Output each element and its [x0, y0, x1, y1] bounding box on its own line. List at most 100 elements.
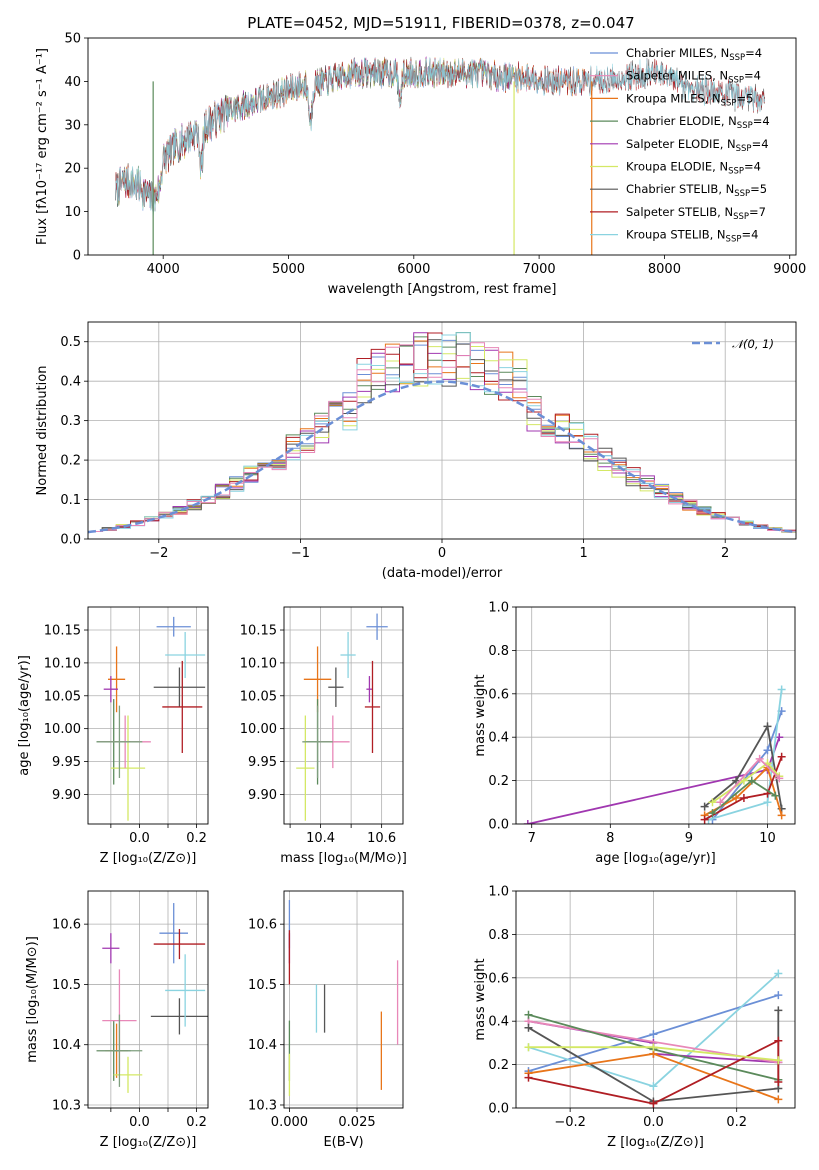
- data-point: [96, 1014, 143, 1087]
- legend-suffix: =4: [745, 46, 762, 60]
- data-point: [153, 928, 206, 960]
- panel-age-vs-Z: 0.0 0.2 9.90 9.95 10.00 10.05 10.10 10.15 Z [log…: [17, 606, 209, 866]
- legend-entry: Salpeter STELIB, NSSP=7: [626, 205, 766, 222]
- x-tick-label: 0.000: [271, 1115, 308, 1130]
- data-point: [113, 1056, 143, 1093]
- data-point: [153, 667, 206, 707]
- y-tick-label: 9.90: [248, 788, 277, 803]
- x-tick-label: 4000: [147, 262, 180, 277]
- y-axis-label: Flux [fλ10⁻¹⁷ erg cm⁻² s⁻¹ A⁻¹]: [35, 48, 50, 245]
- x-tick-label: 0.025: [338, 1115, 375, 1130]
- weight-marker: [524, 1043, 533, 1052]
- axes-frame: [87, 37, 797, 256]
- legend-name: Salpeter ELODIE, N: [626, 137, 736, 151]
- y-axis-label: age [log₁₀(age/yr)]: [17, 655, 32, 776]
- weight-series: [708, 776, 780, 818]
- weight-marker: [708, 809, 717, 818]
- y-tick-label: 0.8: [488, 644, 509, 659]
- weight-series: [524, 991, 783, 1076]
- weight-marker: [774, 969, 783, 978]
- weight-marker: [747, 776, 756, 785]
- legend-name: Kroupa STELIB, N: [626, 228, 726, 242]
- y-tick-label: 9.90: [52, 788, 81, 803]
- y-tick-label: 0.1: [60, 493, 81, 508]
- legend-entry: Chabrier STELIB, NSSP=5: [626, 182, 767, 199]
- legend-sub: SSP: [733, 212, 749, 222]
- legend-sub: SSP: [737, 121, 753, 131]
- x-tick-label: 0.2: [726, 1115, 747, 1130]
- y-axis-label: mass [log₁₀(M/M⊙)]: [25, 936, 40, 1063]
- x-tick-label: 10.4: [306, 831, 335, 846]
- axes-frame: [87, 321, 797, 540]
- y-tick-label: 0.0: [488, 1102, 509, 1117]
- y-tick-label: 10.15: [44, 624, 81, 639]
- x-axis-label: age [log₁₀(age/yr)]: [595, 851, 716, 866]
- x-tick-label: −0.2: [554, 1115, 586, 1130]
- y-tick-label: 10.3: [52, 1098, 81, 1113]
- legend-sub: SSP: [734, 189, 750, 199]
- spectrum-line: [115, 57, 515, 211]
- weight-line: [704, 723, 783, 809]
- panel-weight-vs-age: 7 8 9 10 0.0 0.2 0.4 0.6 0.8 1.0 age [log₁₀(age/yr…: [473, 601, 796, 866]
- weight-marker: [649, 1082, 658, 1091]
- plot-area: [88, 607, 208, 824]
- legend-name: Chabrier ELODIE, N: [626, 114, 737, 128]
- x-tick-label: 2: [721, 546, 729, 561]
- legend-suffix: =4: [744, 69, 761, 83]
- data-point: [103, 676, 118, 703]
- legend-suffix: =4: [741, 228, 758, 242]
- y-tick-label: 0.5: [60, 335, 81, 350]
- legend-sub: SSP: [736, 144, 752, 154]
- y-tick-label: 10.00: [44, 722, 81, 737]
- weight-marker: [700, 815, 709, 824]
- y-tick-label: 0.4: [488, 1015, 509, 1030]
- weight-marker: [771, 791, 780, 800]
- weight-marker: [524, 1010, 533, 1019]
- weight-line: [704, 756, 783, 821]
- weight-marker: [774, 991, 783, 1000]
- data-point: [340, 631, 356, 679]
- legend-entry: Kroupa STELIB, NSSP=4: [626, 228, 758, 245]
- legend-sub: SSP: [721, 98, 737, 108]
- figure-title: PLATE=0452, MJD=51911, FIBERID=0378, z=0…: [247, 14, 634, 32]
- weight-marker: [523, 820, 532, 824]
- axes-frame: [283, 606, 404, 825]
- y-tick-label: 10: [64, 205, 81, 220]
- legend: 𝒩(0, 1): [692, 337, 774, 351]
- x-axis-label: Z [log₁₀(Z/Z⊙)]: [100, 1135, 197, 1150]
- legend-entry: 𝒩(0, 1): [732, 337, 774, 351]
- data-point: [165, 631, 206, 679]
- legend-sub: SSP: [726, 235, 742, 245]
- y-tick-label: 0.0: [60, 533, 81, 548]
- y-tick-label: 10.4: [248, 1038, 277, 1053]
- data-point: [296, 715, 315, 821]
- y-tick-label: 10.00: [240, 722, 277, 737]
- x-tick-label: 10: [759, 831, 776, 846]
- legend-name: Kroupa MILES, N: [626, 91, 721, 105]
- y-tick-label: 10.05: [240, 689, 277, 704]
- data-point: [162, 660, 203, 753]
- x-tick-label: 9000: [773, 262, 806, 277]
- y-tick-label: 0: [73, 249, 81, 264]
- weight-marker: [763, 746, 772, 755]
- panel-age-vs-mass: 10.4 10.6 9.90 9.95 10.00 10.05 10.10 10.15 mass…: [240, 606, 407, 866]
- weight-marker: [775, 774, 784, 783]
- legend-suffix: =7: [749, 205, 766, 219]
- weight-marker: [716, 798, 725, 807]
- x-tick-label: −2: [149, 546, 168, 561]
- data-point: [159, 903, 188, 964]
- x-tick-label: 0.2: [186, 831, 207, 846]
- x-tick-label: 1: [579, 546, 587, 561]
- weight-marker: [777, 685, 786, 694]
- x-tick-label: 0.0: [129, 1115, 150, 1130]
- data-point: [302, 705, 333, 778]
- histogram-step: [88, 332, 796, 533]
- data-point: [156, 616, 191, 637]
- x-tick-label: 7000: [523, 262, 556, 277]
- weight-marker: [755, 754, 764, 763]
- panel-mass-vs-Z: 0.0 0.2 10.3 10.4 10.5 10.6 Z [log₁₀(Z/Z⊙)] mas…: [25, 890, 209, 1150]
- y-tick-label: 0.2: [488, 1058, 509, 1073]
- y-axis-label: mass weight: [473, 958, 488, 1040]
- plot-area: [516, 891, 795, 1108]
